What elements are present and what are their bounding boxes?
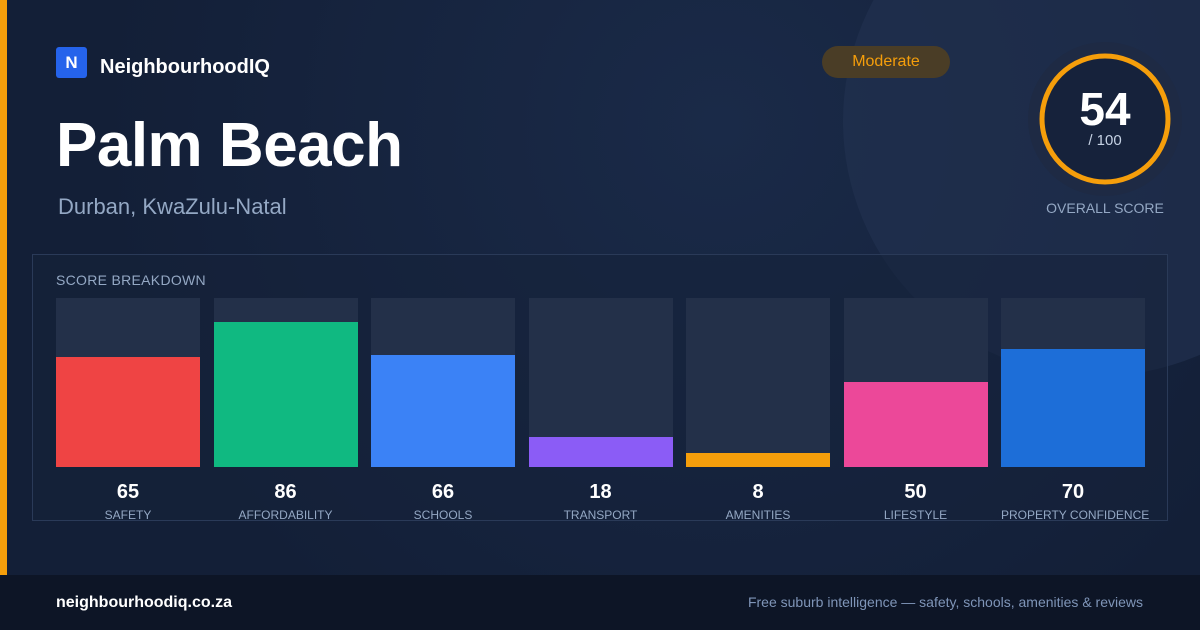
footer-url-link[interactable]: neighbourhoodiq.co.za	[56, 594, 232, 611]
bar-value-label: 65	[116, 481, 140, 503]
bar-fill	[528, 437, 673, 467]
footer: neighbourhoodiq.co.za Free suburb intell…	[0, 575, 1200, 630]
bar-track	[686, 298, 830, 467]
overall-score-ring	[1028, 42, 1182, 196]
bar-track	[56, 298, 200, 467]
bar-category-label: SAFETY	[104, 508, 152, 522]
bar-category-label: AMENITIES	[725, 508, 791, 522]
bar-column-safety: 65 SAFETY	[56, 298, 200, 522]
bar-track	[371, 298, 515, 467]
bar-column-lifestyle: 50 LIFESTYLE	[843, 298, 988, 522]
bar-fill	[1001, 349, 1145, 467]
bar-value-label: 8	[752, 481, 764, 503]
score-breakdown-title: SCORE BREAKDOWN	[56, 272, 206, 288]
bar-category-label: PROPERTY CONFIDENCE	[1001, 508, 1150, 522]
overall-score-max: / 100	[1088, 132, 1122, 149]
bar-value-label: 18	[589, 481, 612, 503]
bar-category-label: TRANSPORT	[563, 508, 638, 522]
bar-fill	[213, 322, 358, 467]
brand[interactable]: N NeighbourhoodIQ	[56, 46, 270, 79]
brand-logo-icon: N	[56, 47, 87, 78]
brand-name: NeighbourhoodIQ	[100, 56, 270, 78]
overall-score-label: OVERALL SCORE	[1046, 200, 1164, 216]
bar-column-amenities: 8 AMENITIES	[686, 298, 830, 522]
bar-fill	[686, 453, 830, 467]
suburb-title: Palm Beach	[56, 111, 403, 180]
bar-track	[213, 298, 358, 467]
accent-bar	[0, 0, 7, 575]
bar-track	[1001, 298, 1145, 467]
bar-fill	[56, 357, 200, 467]
rating-badge: Moderate	[822, 46, 950, 78]
bar-value-label: 66	[431, 481, 455, 503]
bar-fill	[843, 382, 988, 467]
bar-column-property-confidence: 70 PROPERTY CONFIDENCE	[1001, 298, 1150, 522]
bar-track	[843, 298, 988, 467]
bar-column-schools: 66 SCHOOLS	[371, 298, 515, 522]
bar-category-label: LIFESTYLE	[883, 508, 948, 522]
bar-fill	[371, 355, 515, 467]
bar-value-label: 86	[274, 481, 297, 503]
footer-tagline: Free suburb intelligence — safety, schoo…	[747, 594, 1143, 610]
bar-column-affordability: 86 AFFORDABILITY	[213, 298, 358, 522]
bar-column-transport: 18 TRANSPORT	[528, 298, 673, 522]
bar-value-label: 50	[904, 481, 927, 503]
bar-category-label: AFFORDABILITY	[238, 508, 333, 522]
bar-value-label: 70	[1061, 481, 1085, 503]
bar-track	[528, 298, 673, 467]
suburb-location: Durban, KwaZulu-Natal	[58, 194, 287, 219]
bar-category-label: SCHOOLS	[413, 508, 473, 522]
overall-score-value: 54	[1079, 83, 1131, 135]
